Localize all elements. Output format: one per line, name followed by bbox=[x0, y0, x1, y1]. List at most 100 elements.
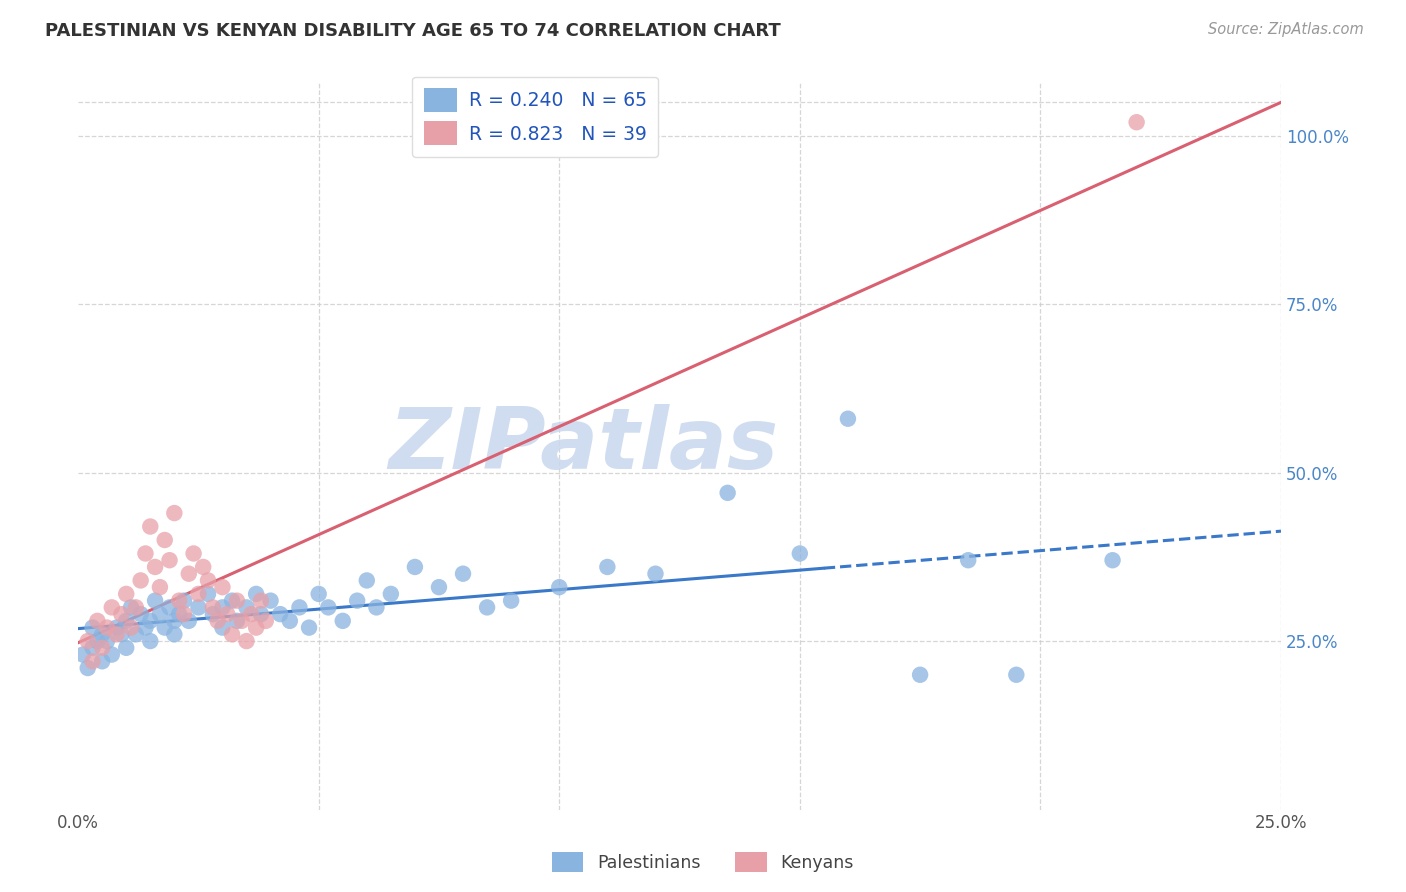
Point bbox=[177, 614, 200, 628]
Point bbox=[957, 553, 980, 567]
Point bbox=[366, 600, 388, 615]
Point bbox=[129, 574, 152, 588]
Point bbox=[76, 661, 98, 675]
Point bbox=[240, 607, 263, 621]
Point bbox=[254, 614, 277, 628]
Point bbox=[110, 607, 132, 621]
Point bbox=[288, 600, 311, 615]
Point bbox=[225, 593, 247, 607]
Text: PALESTINIAN VS KENYAN DISABILITY AGE 65 TO 74 CORRELATION CHART: PALESTINIAN VS KENYAN DISABILITY AGE 65 … bbox=[45, 22, 780, 40]
Text: Source: ZipAtlas.com: Source: ZipAtlas.com bbox=[1208, 22, 1364, 37]
Point bbox=[269, 607, 291, 621]
Point bbox=[91, 654, 114, 668]
Point bbox=[96, 634, 118, 648]
Point bbox=[197, 574, 219, 588]
Point bbox=[245, 621, 267, 635]
Point bbox=[120, 600, 142, 615]
Point bbox=[101, 648, 124, 662]
Point bbox=[789, 546, 811, 560]
Point bbox=[211, 621, 233, 635]
Point bbox=[278, 614, 301, 628]
Point bbox=[96, 621, 118, 635]
Point bbox=[231, 614, 253, 628]
Point bbox=[149, 580, 172, 594]
Point bbox=[125, 600, 148, 615]
Point bbox=[235, 634, 257, 648]
Point bbox=[143, 560, 166, 574]
Point bbox=[644, 566, 666, 581]
Point bbox=[159, 553, 181, 567]
Point bbox=[82, 654, 104, 668]
Point bbox=[1125, 115, 1147, 129]
Point bbox=[105, 627, 128, 641]
Point bbox=[86, 614, 108, 628]
Point bbox=[346, 593, 368, 607]
Point bbox=[105, 621, 128, 635]
Point bbox=[177, 566, 200, 581]
Point bbox=[120, 621, 142, 635]
Point bbox=[332, 614, 354, 628]
Point bbox=[173, 607, 195, 621]
Point bbox=[101, 600, 124, 615]
Point bbox=[717, 486, 740, 500]
Text: ZIPatlas: ZIPatlas bbox=[388, 404, 779, 487]
Point bbox=[235, 600, 257, 615]
Point bbox=[139, 614, 162, 628]
Point bbox=[149, 607, 172, 621]
Point bbox=[82, 621, 104, 635]
Point bbox=[1005, 667, 1028, 681]
Point bbox=[125, 627, 148, 641]
Point bbox=[201, 600, 224, 615]
Point bbox=[250, 593, 273, 607]
Point bbox=[115, 640, 138, 655]
Legend: R = 0.240   N = 65, R = 0.823   N = 39: R = 0.240 N = 65, R = 0.823 N = 39 bbox=[412, 77, 658, 157]
Point bbox=[183, 546, 205, 560]
Point bbox=[139, 519, 162, 533]
Point bbox=[110, 627, 132, 641]
Point bbox=[451, 566, 474, 581]
Point bbox=[475, 600, 498, 615]
Point bbox=[91, 627, 114, 641]
Point bbox=[187, 600, 209, 615]
Point bbox=[318, 600, 340, 615]
Legend: Palestinians, Kenyans: Palestinians, Kenyans bbox=[546, 845, 860, 879]
Point bbox=[115, 614, 138, 628]
Point bbox=[167, 593, 190, 607]
Point bbox=[225, 614, 247, 628]
Point bbox=[139, 634, 162, 648]
Point bbox=[1101, 553, 1123, 567]
Point bbox=[259, 593, 281, 607]
Point bbox=[404, 560, 426, 574]
Point bbox=[197, 587, 219, 601]
Point bbox=[163, 627, 186, 641]
Point bbox=[153, 621, 176, 635]
Point bbox=[134, 546, 156, 560]
Point bbox=[221, 593, 243, 607]
Point bbox=[115, 587, 138, 601]
Point bbox=[173, 593, 195, 607]
Point bbox=[427, 580, 450, 594]
Point bbox=[163, 506, 186, 520]
Point bbox=[211, 580, 233, 594]
Point bbox=[908, 667, 931, 681]
Point bbox=[250, 607, 273, 621]
Point bbox=[211, 600, 233, 615]
Point bbox=[380, 587, 402, 601]
Point bbox=[217, 607, 239, 621]
Point bbox=[134, 621, 156, 635]
Point bbox=[245, 587, 267, 601]
Point bbox=[201, 607, 224, 621]
Point bbox=[72, 648, 94, 662]
Point bbox=[159, 600, 181, 615]
Point bbox=[548, 580, 571, 594]
Point bbox=[298, 621, 321, 635]
Point bbox=[143, 593, 166, 607]
Point bbox=[837, 411, 859, 425]
Point bbox=[187, 587, 209, 601]
Point bbox=[91, 640, 114, 655]
Point bbox=[82, 640, 104, 655]
Point bbox=[221, 627, 243, 641]
Point bbox=[356, 574, 378, 588]
Point bbox=[596, 560, 619, 574]
Point bbox=[207, 614, 229, 628]
